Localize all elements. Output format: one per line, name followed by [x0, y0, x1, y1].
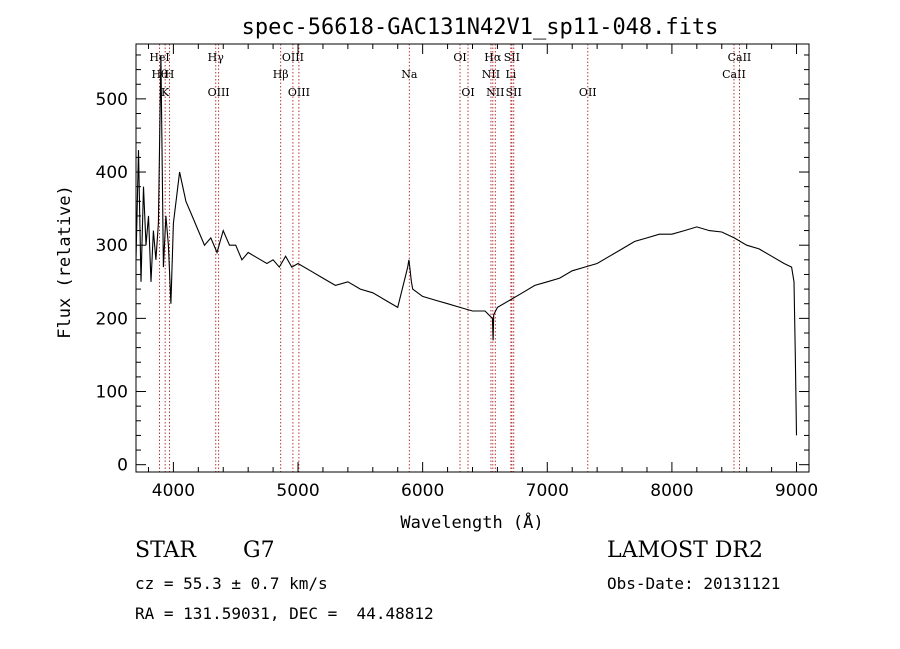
x-tick-label: 8000 [650, 481, 693, 501]
y-tick-label: 0 [117, 456, 128, 476]
survey-name: LAMOST DR2 [607, 538, 763, 563]
y-tick-label: 500 [96, 90, 128, 110]
spectral-line-label: Hθ [151, 68, 168, 81]
x-tick-label: 5000 [276, 481, 319, 501]
spectral-line-label: NII [482, 68, 500, 81]
y-axis-label: Flux (relative) [55, 185, 75, 339]
spectral-line-label: OIII [208, 86, 230, 99]
spectral-line-label: H [165, 68, 175, 81]
x-tick-label: 6000 [401, 481, 444, 501]
spectral-line-label: Li [505, 68, 516, 81]
x-axis-label: Wavelength (Å) [400, 511, 543, 533]
spectral-line-label: SII [506, 86, 522, 99]
object-subclass: G7 [243, 538, 275, 563]
spectral-line-label: Hβ [273, 68, 289, 81]
spectral-line-label: OI [461, 86, 474, 99]
plot-frame [135, 43, 810, 473]
spectrum-series [135, 54, 798, 436]
object-class: STAR [135, 538, 196, 563]
axis-ticks: 4000 5000 6000 7000 8000 9000 0 100 200 300 400 500 [96, 44, 818, 501]
spectral-line-label: CaII [728, 51, 752, 64]
spectral-line-label: Na [401, 68, 418, 81]
redshift-value: cz = 55.3 ± 0.7 km/s [135, 574, 328, 593]
x-tick-label: 9000 [775, 481, 818, 501]
spectral-line-label: OIII [282, 51, 304, 64]
x-tick-label: 7000 [526, 481, 569, 501]
observation-date: Obs-Date: 20131121 [607, 574, 781, 593]
y-tick-label: 200 [96, 309, 128, 329]
spectral-line-label: OII [579, 86, 597, 99]
spectral-line-label: NII [486, 86, 504, 99]
x-tick-label: 4000 [152, 481, 195, 501]
spectral-line-label: OIII [288, 86, 310, 99]
spectral-line-label: Hα [484, 51, 502, 64]
spectral-line-label: CaII [722, 68, 746, 81]
spectral-line-label: OI [453, 51, 466, 64]
y-tick-label: 100 [96, 383, 128, 403]
spectral-line-label: SII [504, 51, 520, 64]
y-tick-label: 400 [96, 163, 128, 183]
spectral-line-label: Hγ [208, 51, 225, 64]
spectral-line-markers: HeIHθKHHγOIIIHβOIIIOIIINaOIOINIIHαNIILiS… [149, 44, 751, 472]
sky-coordinates: RA = 131.59031, DEC = 44.48812 [135, 604, 434, 623]
y-tick-label: 300 [96, 236, 128, 256]
spectral-line-label: HeI [149, 51, 169, 64]
spectral-line-label: K [161, 86, 170, 99]
chart-title: spec-56618-GAC131N42V1_sp11-048.fits [242, 15, 719, 40]
